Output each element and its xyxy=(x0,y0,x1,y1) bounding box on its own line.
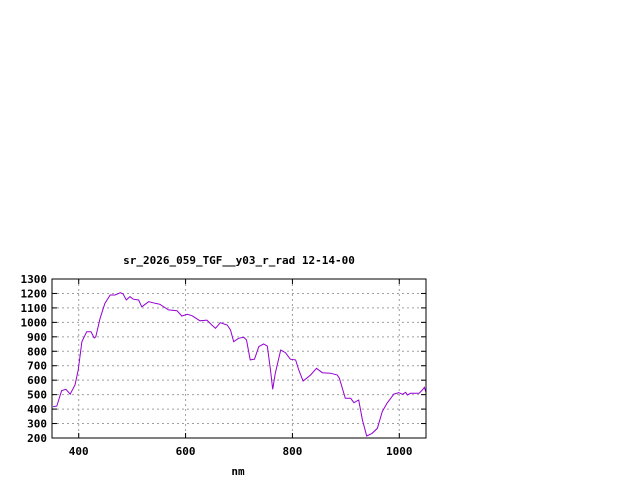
chart-title: sr_2026_059_TGF__y03_r_rad 12-14-00 xyxy=(123,254,355,267)
y-tick-label: 1300 xyxy=(21,273,48,286)
y-tick-label: 600 xyxy=(27,374,47,387)
x-tick-label: 400 xyxy=(69,445,89,458)
y-tick-label: 200 xyxy=(27,432,47,445)
plot-border xyxy=(51,278,427,439)
x-tick-label: 1000 xyxy=(386,445,413,458)
y-tick-label: 500 xyxy=(27,389,47,402)
x-tick-label: 600 xyxy=(176,445,196,458)
y-tick-label: 1100 xyxy=(21,302,48,315)
x-axis-label: nm xyxy=(231,465,245,478)
grid xyxy=(52,279,426,438)
x-axis: 400 600 800 1000 xyxy=(69,279,413,458)
y-tick-label: 900 xyxy=(27,331,47,344)
y-tick-label: 1200 xyxy=(21,287,48,300)
y-tick-label: 400 xyxy=(27,403,47,416)
x-tick-label: 800 xyxy=(282,445,302,458)
y-tick-label: 300 xyxy=(27,418,47,431)
y-tick-label: 1000 xyxy=(21,316,48,329)
y-tick-label: 800 xyxy=(27,345,47,358)
series-line xyxy=(53,292,427,437)
y-tick-label: 700 xyxy=(27,360,47,373)
